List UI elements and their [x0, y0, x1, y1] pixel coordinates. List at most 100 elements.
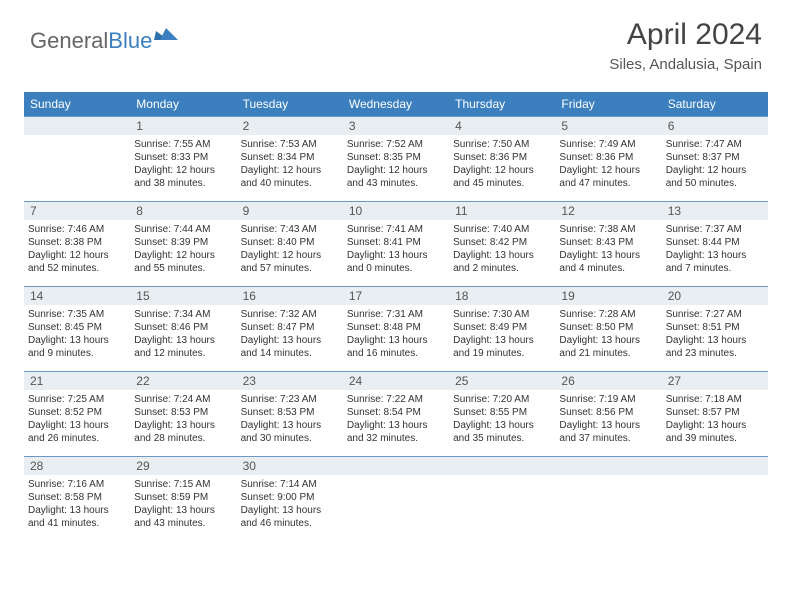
cell-body: Sunrise: 7:37 AMSunset: 8:44 PMDaylight:… — [662, 220, 768, 279]
daylight-line: Daylight: 13 hours and 32 minutes. — [347, 419, 445, 445]
daylight-line: Daylight: 12 hours and 47 minutes. — [559, 164, 657, 190]
daynum-bar: 12 — [555, 202, 661, 220]
sunrise-line: Sunrise: 7:44 AM — [134, 223, 232, 236]
sunset-line: Sunset: 8:46 PM — [134, 321, 232, 334]
sunset-line: Sunset: 8:54 PM — [347, 406, 445, 419]
cell-body: Sunrise: 7:32 AMSunset: 8:47 PMDaylight:… — [237, 305, 343, 364]
cell-body: Sunrise: 7:50 AMSunset: 8:36 PMDaylight:… — [449, 135, 555, 194]
sunrise-line: Sunrise: 7:34 AM — [134, 308, 232, 321]
cell-body: Sunrise: 7:24 AMSunset: 8:53 PMDaylight:… — [130, 390, 236, 449]
sunset-line: Sunset: 8:33 PM — [134, 151, 232, 164]
sunrise-line: Sunrise: 7:32 AM — [241, 308, 339, 321]
sunrise-line: Sunrise: 7:37 AM — [666, 223, 764, 236]
sunset-line: Sunset: 8:59 PM — [134, 491, 232, 504]
day-cell: 16Sunrise: 7:32 AMSunset: 8:47 PMDayligh… — [237, 287, 343, 372]
daynum-bar: 2 — [237, 117, 343, 135]
cell-body: Sunrise: 7:15 AMSunset: 8:59 PMDaylight:… — [130, 475, 236, 534]
sunrise-line: Sunrise: 7:38 AM — [559, 223, 657, 236]
sunrise-line: Sunrise: 7:41 AM — [347, 223, 445, 236]
daylight-line: Daylight: 13 hours and 35 minutes. — [453, 419, 551, 445]
calendar-body: 1Sunrise: 7:55 AMSunset: 8:33 PMDaylight… — [24, 117, 768, 542]
sunrise-line: Sunrise: 7:43 AM — [241, 223, 339, 236]
daynum-bar: 30 — [237, 457, 343, 475]
cell-body: Sunrise: 7:14 AMSunset: 9:00 PMDaylight:… — [237, 475, 343, 534]
daylight-line: Daylight: 13 hours and 46 minutes. — [241, 504, 339, 530]
daynum-bar: 10 — [343, 202, 449, 220]
daylight-line: Daylight: 12 hours and 52 minutes. — [28, 249, 126, 275]
cell-body: Sunrise: 7:46 AMSunset: 8:38 PMDaylight:… — [24, 220, 130, 279]
location-label: Siles, Andalusia, Spain — [609, 56, 762, 73]
sunrise-line: Sunrise: 7:23 AM — [241, 393, 339, 406]
daynum-bar: 5 — [555, 117, 661, 135]
sunset-line: Sunset: 8:34 PM — [241, 151, 339, 164]
day-header: Thursday — [449, 92, 555, 117]
sunrise-line: Sunrise: 7:19 AM — [559, 393, 657, 406]
day-header: Friday — [555, 92, 661, 117]
daylight-line: Daylight: 13 hours and 7 minutes. — [666, 249, 764, 275]
sunset-line: Sunset: 8:52 PM — [28, 406, 126, 419]
sunset-line: Sunset: 8:47 PM — [241, 321, 339, 334]
daynum-bar — [24, 117, 130, 135]
brand-part2: Blue — [108, 28, 152, 54]
day-cell: 13Sunrise: 7:37 AMSunset: 8:44 PMDayligh… — [662, 202, 768, 287]
sunset-line: Sunset: 8:55 PM — [453, 406, 551, 419]
daynum-bar: 20 — [662, 287, 768, 305]
day-header: Sunday — [24, 92, 130, 117]
day-cell: 18Sunrise: 7:30 AMSunset: 8:49 PMDayligh… — [449, 287, 555, 372]
week-row: 21 Sunrise: 7:25 AMSunset: 8:52 PM Dayligh… — [24, 372, 768, 457]
cell-body: Sunrise: 7:55 AMSunset: 8:33 PMDaylight:… — [130, 135, 236, 194]
daylight-line: Daylight: 12 hours and 40 minutes. — [241, 164, 339, 190]
day-header: Saturday — [662, 92, 768, 117]
sunrise-line: Sunrise: 7:25 AM — [28, 393, 126, 406]
day-cell: 26Sunrise: 7:19 AMSunset: 8:56 PMDayligh… — [555, 372, 661, 457]
daynum-bar — [555, 457, 661, 475]
sunrise-line: Sunrise: 7:24 AM — [134, 393, 232, 406]
day-cell — [343, 457, 449, 542]
sunrise-line: Sunrise: 7:30 AM — [453, 308, 551, 321]
daynum-bar: 6 — [662, 117, 768, 135]
sunset-line: Sunset: 8:53 PM — [134, 406, 232, 419]
cell-body: Sunrise: 7:18 AMSunset: 8:57 PMDaylight:… — [662, 390, 768, 449]
daynum-bar: 9 — [237, 202, 343, 220]
day-cell: 22Sunrise: 7:24 AMSunset: 8:53 PMDayligh… — [130, 372, 236, 457]
day-cell — [555, 457, 661, 542]
page-header: GeneralBlue April 2024 Siles, Andalusia,… — [0, 0, 792, 92]
day-cell: 2Sunrise: 7:53 AMSunset: 8:34 PMDaylight… — [237, 117, 343, 202]
day-header-row: SundayMondayTuesdayWednesdayThursdayFrid… — [24, 92, 768, 117]
cell-body: Sunrise: 7:38 AMSunset: 8:43 PMDaylight:… — [555, 220, 661, 279]
cell-body: Sunrise: 7:27 AMSunset: 8:51 PMDaylight:… — [662, 305, 768, 364]
calendar-table: SundayMondayTuesdayWednesdayThursdayFrid… — [24, 92, 768, 542]
daynum-bar: 19 — [555, 287, 661, 305]
daynum-bar — [662, 457, 768, 475]
daylight-line: Daylight: 12 hours and 50 minutes. — [666, 164, 764, 190]
daylight-line: Daylight: 13 hours and 28 minutes. — [134, 419, 232, 445]
sunset-line: Sunset: 8:53 PM — [241, 406, 339, 419]
day-cell: 27Sunrise: 7:18 AMSunset: 8:57 PMDayligh… — [662, 372, 768, 457]
daylight-line: Daylight: 13 hours and 39 minutes. — [666, 419, 764, 445]
sunset-line: Sunset: 8:51 PM — [666, 321, 764, 334]
day-cell: 5Sunrise: 7:49 AMSunset: 8:36 PMDaylight… — [555, 117, 661, 202]
cell-body: Sunrise: 7:43 AMSunset: 8:40 PMDaylight:… — [237, 220, 343, 279]
sunrise-line: Sunrise: 7:50 AM — [453, 138, 551, 151]
daylight-line: Daylight: 13 hours and 16 minutes. — [347, 334, 445, 360]
sunset-line: Sunset: 8:37 PM — [666, 151, 764, 164]
sunset-line: Sunset: 8:57 PM — [666, 406, 764, 419]
sunset-line: Sunset: 8:35 PM — [347, 151, 445, 164]
sunset-line: Sunset: 8:45 PM — [28, 321, 126, 334]
daylight-line: Daylight: 13 hours and 9 minutes. — [28, 334, 126, 360]
cell-body: Sunrise: 7:28 AMSunset: 8:50 PMDaylight:… — [555, 305, 661, 364]
sunset-line: Sunset: 8:36 PM — [453, 151, 551, 164]
cell-body: Sunrise: 7:40 AMSunset: 8:42 PMDaylight:… — [449, 220, 555, 279]
sunrise-line: Sunrise: 7:40 AM — [453, 223, 551, 236]
cell-body: Sunrise: 7:47 AMSunset: 8:37 PMDaylight:… — [662, 135, 768, 194]
sunrise-line: Sunrise: 7:31 AM — [347, 308, 445, 321]
sunrise-line: Sunrise: 7:20 AM — [453, 393, 551, 406]
daylight-line: Daylight: 13 hours and 23 minutes. — [666, 334, 764, 360]
daynum-bar: 21 — [24, 372, 130, 390]
daylight-line: Daylight: 12 hours and 45 minutes. — [453, 164, 551, 190]
sunset-line: Sunset: 8:58 PM — [28, 491, 126, 504]
sunset-line: Sunset: 8:42 PM — [453, 236, 551, 249]
daylight-line: Daylight: 13 hours and 0 minutes. — [347, 249, 445, 275]
daylight-line: Daylight: 12 hours and 43 minutes. — [347, 164, 445, 190]
daynum-bar: 3 — [343, 117, 449, 135]
